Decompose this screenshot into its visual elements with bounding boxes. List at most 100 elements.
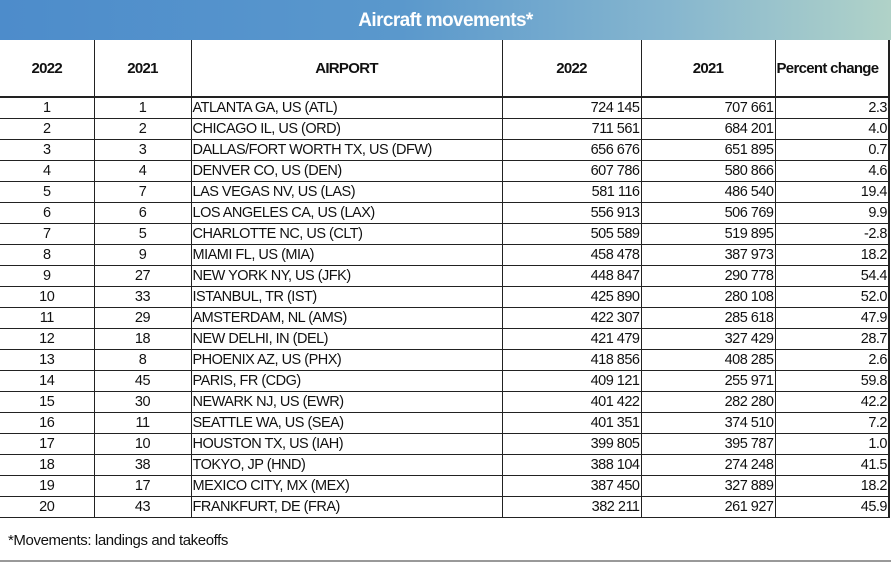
header-rank-2021: 2021 — [93, 40, 192, 98]
cell-movements-2022: 388 104 — [501, 454, 642, 476]
cell-rank-2021: 6 — [93, 202, 192, 224]
cell-airport: NEW YORK NY, US (JFK) — [190, 265, 503, 287]
cell-movements-2021: 280 108 — [640, 286, 776, 308]
table-row: 7 5 CHARLOTTE NC, US (CLT) 505 589 519 895 -2… — [0, 223, 890, 245]
cell-rank-2021: 8 — [93, 349, 192, 371]
cell-airport: FRANKFURT, DE (FRA) — [190, 496, 503, 518]
cell-percent-change: 19.4 — [774, 181, 890, 203]
cell-airport: ISTANBUL, TR (IST) — [190, 286, 503, 308]
cell-rank-2021: 27 — [93, 265, 192, 287]
cell-movements-2022: 711 561 — [501, 118, 642, 140]
cell-movements-2022: 724 145 — [501, 96, 642, 119]
cell-rank-2022: 6 — [0, 202, 95, 224]
cell-movements-2021: 327 429 — [640, 328, 776, 350]
cell-airport: NEWARK NJ, US (EWR) — [190, 391, 503, 413]
cell-movements-2021: 408 285 — [640, 349, 776, 371]
cell-airport: PARIS, FR (CDG) — [190, 370, 503, 392]
cell-percent-change: 9.9 — [774, 202, 890, 224]
header-percent-change: Percent change — [774, 40, 890, 98]
cell-rank-2022: 2 — [0, 118, 95, 140]
cell-airport: CHICAGO IL, US (ORD) — [190, 118, 503, 140]
cell-rank-2021: 18 — [93, 328, 192, 350]
cell-rank-2022: 5 — [0, 181, 95, 203]
cell-rank-2021: 9 — [93, 244, 192, 266]
cell-rank-2021: 1 — [93, 96, 192, 119]
aircraft-movements-table: 2022 2021 AIRPORT 2022 2021 Percent chan… — [0, 40, 890, 518]
cell-rank-2021: 43 — [93, 496, 192, 518]
cell-rank-2021: 5 — [93, 223, 192, 245]
cell-percent-change: 54.4 — [774, 265, 890, 287]
cell-movements-2021: 651 895 — [640, 139, 776, 161]
cell-movements-2021: 282 280 — [640, 391, 776, 413]
cell-airport: MIAMI FL, US (MIA) — [190, 244, 503, 266]
cell-movements-2021: 486 540 — [640, 181, 776, 203]
cell-percent-change: 41.5 — [774, 454, 890, 476]
cell-rank-2022: 16 — [0, 412, 95, 434]
cell-rank-2022: 18 — [0, 454, 95, 476]
cell-rank-2022: 15 — [0, 391, 95, 413]
cell-rank-2022: 11 — [0, 307, 95, 329]
cell-rank-2022: 4 — [0, 160, 95, 182]
table-row: 10 33 ISTANBUL, TR (IST) 425 890 280 108 52.0 — [0, 286, 890, 308]
table-row: 18 38 TOKYO, JP (HND) 388 104 274 248 41.5 — [0, 454, 890, 476]
cell-rank-2022: 8 — [0, 244, 95, 266]
cell-movements-2022: 418 856 — [501, 349, 642, 371]
cell-airport: MEXICO CITY, MX (MEX) — [190, 475, 503, 497]
cell-movements-2021: 274 248 — [640, 454, 776, 476]
table-row: 15 30 NEWARK NJ, US (EWR) 401 422 282 280 42.… — [0, 391, 890, 413]
cell-airport: PHOENIX AZ, US (PHX) — [190, 349, 503, 371]
cell-percent-change: 42.2 — [774, 391, 890, 413]
cell-movements-2022: 556 913 — [501, 202, 642, 224]
cell-movements-2021: 327 889 — [640, 475, 776, 497]
header-movements-2021: 2021 — [640, 40, 776, 98]
table-row: 19 17 MEXICO CITY, MX (MEX) 387 450 327 889 1… — [0, 475, 890, 497]
cell-movements-2022: 421 479 — [501, 328, 642, 350]
table-row: 6 6 LOS ANGELES CA, US (LAX) 556 913 506 769… — [0, 202, 890, 224]
cell-percent-change: 59.8 — [774, 370, 890, 392]
cell-rank-2022: 17 — [0, 433, 95, 455]
cell-movements-2021: 707 661 — [640, 96, 776, 119]
cell-movements-2021: 395 787 — [640, 433, 776, 455]
cell-rank-2022: 9 — [0, 265, 95, 287]
cell-rank-2021: 7 — [93, 181, 192, 203]
cell-percent-change: 7.2 — [774, 412, 890, 434]
cell-rank-2022: 7 — [0, 223, 95, 245]
cell-movements-2022: 401 422 — [501, 391, 642, 413]
cell-movements-2022: 505 589 — [501, 223, 642, 245]
cell-movements-2021: 374 510 — [640, 412, 776, 434]
cell-movements-2022: 581 116 — [501, 181, 642, 203]
table-row: 8 9 MIAMI FL, US (MIA) 458 478 387 973 18.2 — [0, 244, 890, 266]
cell-airport: AMSTERDAM, NL (AMS) — [190, 307, 503, 329]
cell-movements-2022: 401 351 — [501, 412, 642, 434]
cell-movements-2022: 656 676 — [501, 139, 642, 161]
cell-movements-2022: 422 307 — [501, 307, 642, 329]
cell-rank-2022: 10 — [0, 286, 95, 308]
table-row: 2 2 CHICAGO IL, US (ORD) 711 561 684 201 4.0 — [0, 118, 890, 140]
cell-movements-2022: 448 847 — [501, 265, 642, 287]
cell-movements-2021: 580 866 — [640, 160, 776, 182]
table-row: 12 18 NEW DELHI, IN (DEL) 421 479 327 429 28.… — [0, 328, 890, 350]
cell-percent-change: 47.9 — [774, 307, 890, 329]
cell-airport: NEW DELHI, IN (DEL) — [190, 328, 503, 350]
cell-airport: CHARLOTTE NC, US (CLT) — [190, 223, 503, 245]
cell-percent-change: 28.7 — [774, 328, 890, 350]
cell-rank-2022: 13 — [0, 349, 95, 371]
cell-movements-2021: 506 769 — [640, 202, 776, 224]
cell-movements-2021: 387 973 — [640, 244, 776, 266]
table-row: 1 1 ATLANTA GA, US (ATL) 724 145 707 661 2.3 — [0, 96, 890, 119]
cell-movements-2022: 607 786 — [501, 160, 642, 182]
cell-airport: TOKYO, JP (HND) — [190, 454, 503, 476]
cell-rank-2022: 3 — [0, 139, 95, 161]
cell-rank-2021: 45 — [93, 370, 192, 392]
cell-percent-change: 2.6 — [774, 349, 890, 371]
cell-rank-2021: 29 — [93, 307, 192, 329]
cell-rank-2021: 3 — [93, 139, 192, 161]
cell-movements-2022: 425 890 — [501, 286, 642, 308]
cell-rank-2021: 10 — [93, 433, 192, 455]
cell-airport: HOUSTON TX, US (IAH) — [190, 433, 503, 455]
cell-movements-2022: 399 805 — [501, 433, 642, 455]
cell-movements-2022: 458 478 — [501, 244, 642, 266]
header-rank-2022: 2022 — [0, 40, 95, 98]
cell-rank-2022: 1 — [0, 96, 95, 119]
header-movements-2022: 2022 — [501, 40, 642, 98]
